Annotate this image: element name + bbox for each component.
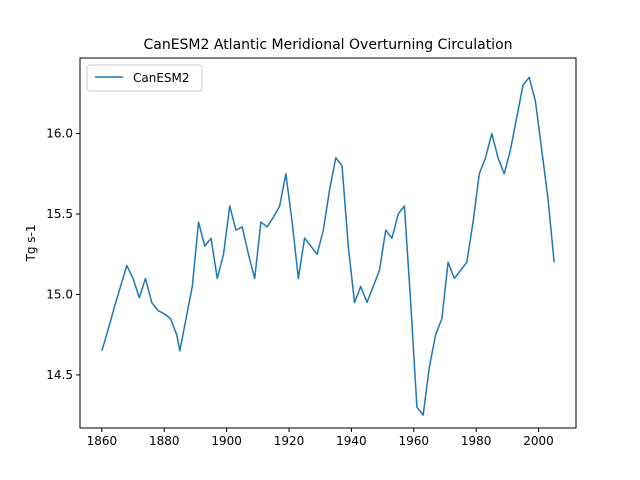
y-tick-label: 15.0 <box>46 287 73 301</box>
plot-area <box>101 76 555 416</box>
y-axis-label: Tg s-1 <box>24 225 38 263</box>
x-tick-label: 1920 <box>274 434 305 448</box>
x-axis: 1860 1880 1900 1920 1940 1960 1980 2000 <box>87 428 554 448</box>
series-line-0 <box>101 76 555 416</box>
x-tick-label: 1860 <box>87 434 118 448</box>
legend: CanESM2 <box>86 64 203 92</box>
legend-box <box>86 64 203 92</box>
y-tick-label: 16.0 <box>46 127 73 141</box>
x-tick-label: 1960 <box>399 434 430 448</box>
plot-frame <box>79 57 577 429</box>
y-axis: 14.5 15.0 15.5 16.0 <box>46 127 80 382</box>
legend-label: CanESM2 <box>133 71 190 85</box>
y-tick-label: 15.5 <box>46 207 73 221</box>
y-tick-label: 14.5 <box>46 368 73 382</box>
x-tick-label: 1900 <box>211 434 242 448</box>
chart-title: CanESM2 Atlantic Meridional Overturning … <box>143 37 512 53</box>
x-tick-label: 2000 <box>523 434 554 448</box>
x-tick-label: 1880 <box>149 434 180 448</box>
x-tick-label: 1940 <box>336 434 367 448</box>
x-tick-label: 1980 <box>461 434 492 448</box>
